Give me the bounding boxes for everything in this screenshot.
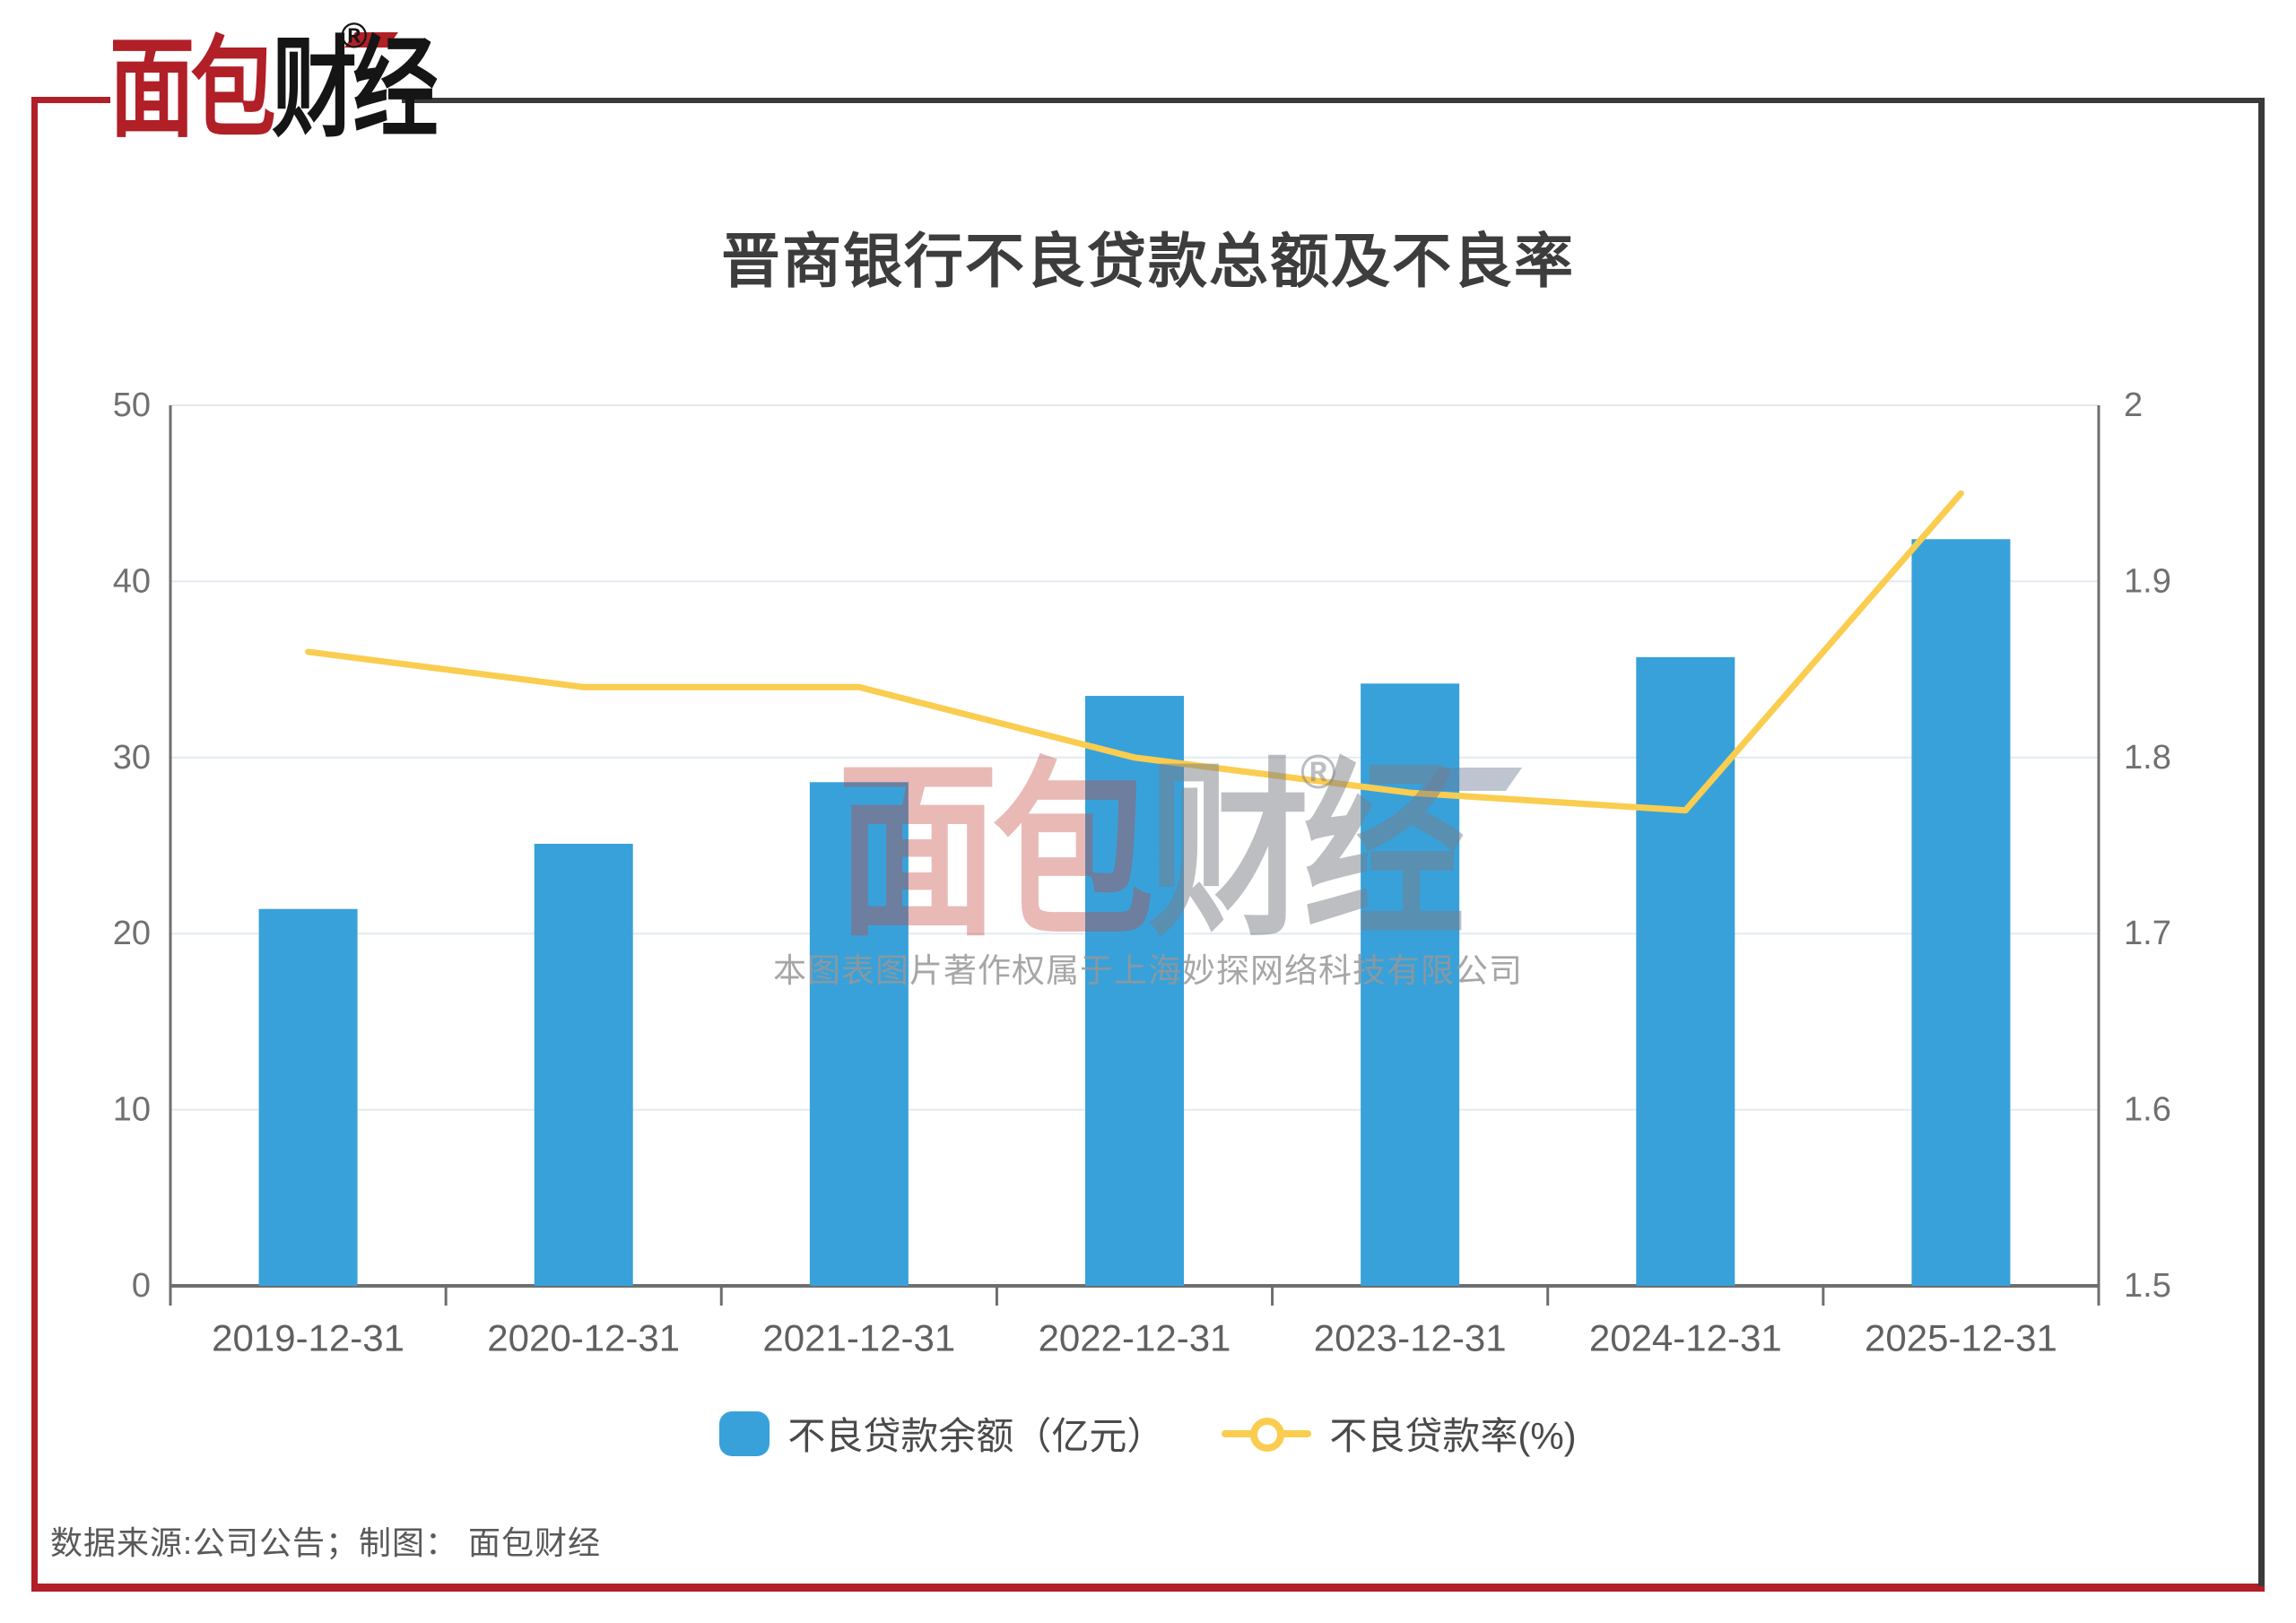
- chart-title: 晋商银行不良贷款总额及不良率: [721, 228, 1575, 294]
- x-axis-label: 2019-12-31: [212, 1317, 404, 1359]
- y-axis-right-tick-label: 1.6: [2124, 1091, 2171, 1129]
- frame-top-left-red-line: [31, 97, 110, 103]
- legend-item-npl-balance[interactable]: 不良贷款余额（亿元）: [719, 1406, 1164, 1461]
- x-axis-label: 2023-12-31: [1314, 1317, 1507, 1359]
- x-axis-label: 2024-12-31: [1589, 1317, 1782, 1359]
- y-axis-right-tick-label: 1.5: [2124, 1267, 2171, 1305]
- y-axis-right-tick-label: 1.7: [2124, 915, 2171, 952]
- bar-2020-12-31[interactable]: [534, 844, 633, 1286]
- y-axis-right-tick-label: 1.8: [2124, 739, 2171, 777]
- y-axis-left-tick-label: 50: [113, 386, 151, 424]
- data-source-note: 数据来源:公司公告；制图： 面包财经: [50, 1524, 602, 1561]
- bar-2019-12-31[interactable]: [258, 908, 358, 1286]
- brand-logo: 面包财经 ®: [109, 16, 526, 165]
- y-axis-left-tick-label: 30: [113, 739, 151, 777]
- y-axis-right-tick-label: 2: [2124, 386, 2143, 424]
- legend-label-npl-ratio: 不良贷款率(%): [1329, 1415, 1577, 1457]
- legend-label-npl-balance: 不良贷款余额（亿元）: [787, 1415, 1165, 1457]
- frame-right-dark-line: [2258, 98, 2265, 1586]
- y-axis-right-tick-label: 1.9: [2124, 562, 2171, 600]
- bar-2024-12-31[interactable]: [1636, 656, 1735, 1286]
- npl-ratio-line[interactable]: [305, 490, 1964, 814]
- bar-2025-12-31[interactable]: [1911, 539, 2011, 1286]
- x-axis-label: 2021-12-31: [762, 1317, 955, 1359]
- legend-bar-swatch-icon: [719, 1410, 770, 1456]
- registered-trademark-icon: ®: [341, 16, 368, 56]
- brand-logo-text-red: 面包: [109, 28, 276, 150]
- frame-top-dark-line: [402, 98, 2265, 103]
- y-axis-left-tick-label: 10: [113, 1091, 151, 1129]
- x-axis-label: 2020-12-31: [487, 1317, 680, 1359]
- bar-2023-12-31[interactable]: [1361, 683, 1460, 1286]
- bar-2022-12-31[interactable]: [1085, 696, 1184, 1286]
- legend-line-marker-icon: [1222, 1411, 1312, 1456]
- y-axis-left-tick-label: 40: [113, 562, 151, 600]
- y-axis-left-tick-label: 0: [132, 1267, 151, 1305]
- frame-left-red-line: [31, 97, 38, 1591]
- brand-logo-text-black: 财经: [271, 28, 439, 150]
- chart-legend: 不良贷款余额（亿元） 不良贷款率(%): [0, 1406, 2296, 1461]
- frame-bottom-red-line: [31, 1584, 2265, 1592]
- legend-line-ring: [1250, 1417, 1285, 1452]
- brand-logo-text: 面包财经: [109, 28, 439, 150]
- bar-2021-12-31[interactable]: [809, 782, 909, 1286]
- x-axis-label: 2025-12-31: [1865, 1317, 2057, 1359]
- y-axis-left-tick-label: 20: [113, 915, 151, 952]
- legend-item-npl-ratio[interactable]: 不良贷款率(%): [1222, 1406, 1577, 1461]
- x-axis-label: 2022-12-31: [1039, 1317, 1231, 1359]
